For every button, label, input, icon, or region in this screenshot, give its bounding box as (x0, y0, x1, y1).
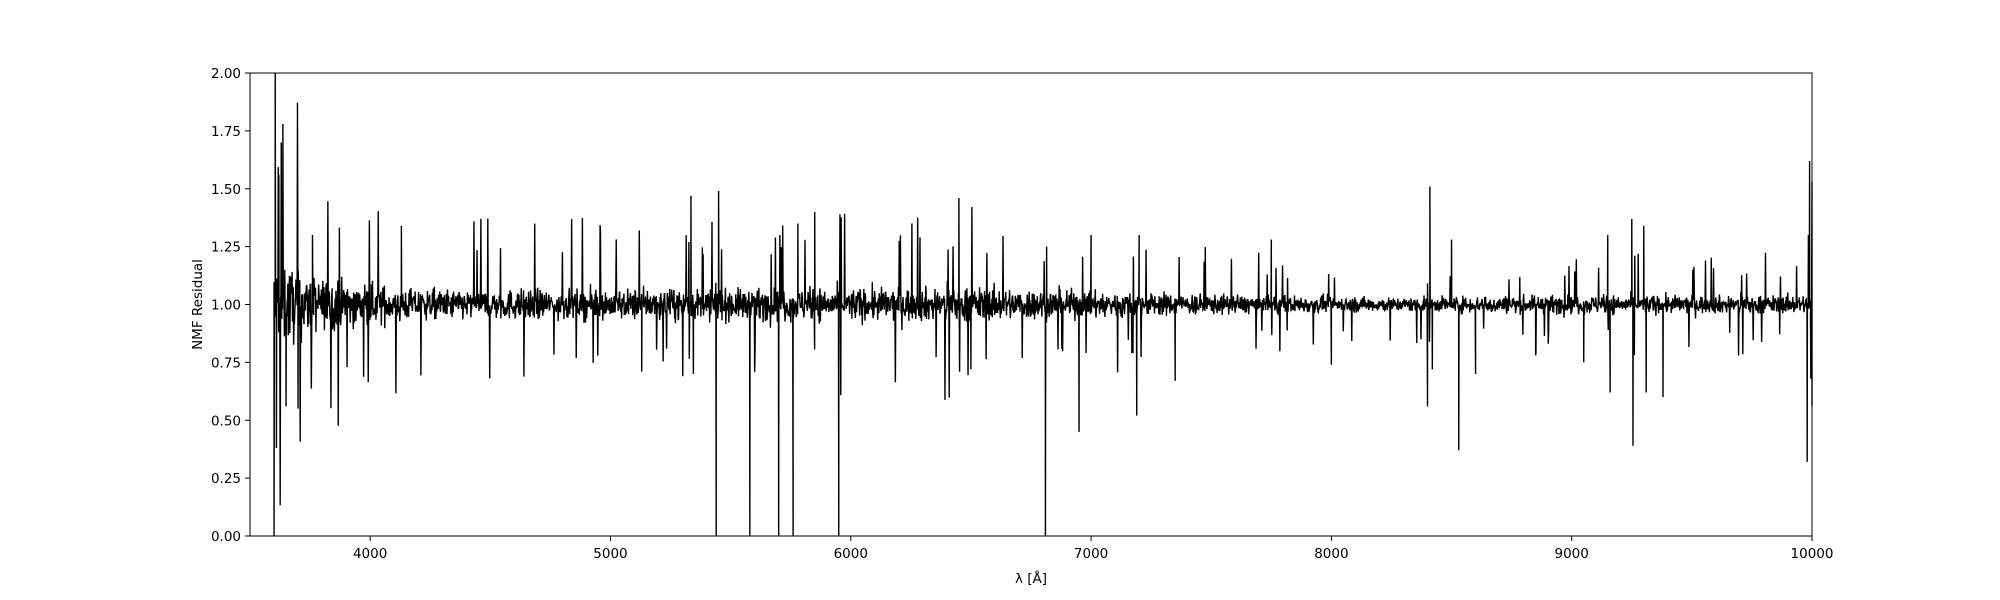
y-tick-label: 0.75 (211, 355, 241, 371)
x-tick-label: 5000 (593, 546, 627, 562)
y-tick-label: 0.00 (211, 529, 241, 545)
y-tick-label: 1.00 (211, 298, 241, 314)
y-tick-label: 1.75 (211, 124, 241, 140)
x-tick-label: 4000 (353, 546, 387, 562)
series-line-residual (273, 72, 1813, 537)
y-tick-label: 1.50 (211, 182, 241, 198)
y-tick-label: 2.00 (211, 66, 241, 82)
y-tick-label: 1.25 (211, 240, 241, 256)
y-tick-label: 0.25 (211, 471, 241, 487)
y-tick-label: 0.50 (211, 413, 241, 429)
x-tick-label: 8000 (1314, 546, 1348, 562)
x-tick-label: 9000 (1555, 546, 1589, 562)
x-tick-label: 10000 (1791, 546, 1834, 562)
y-ticks: 0.00 0.25 0.50 0.75 1.00 1.25 1.50 1.75 2.00 (211, 66, 250, 545)
x-ticks: 4000 5000 6000 7000 8000 9000 10000 (353, 536, 1834, 562)
x-tick-label: 6000 (834, 546, 868, 562)
x-tick-label: 7000 (1074, 546, 1108, 562)
y-axis-label: NMF Residual (190, 259, 206, 350)
x-axis-label: λ [Å] (1015, 570, 1047, 587)
plot-frame (249, 72, 1813, 537)
